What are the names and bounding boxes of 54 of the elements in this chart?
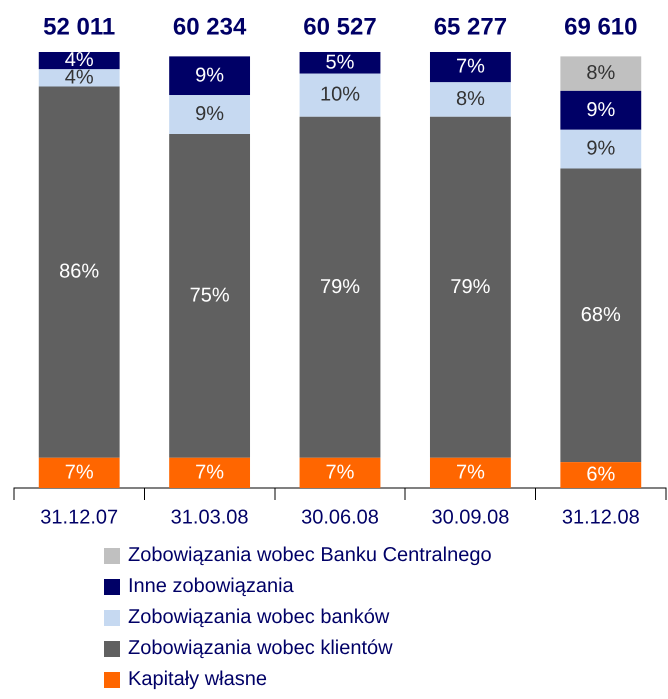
data-label: 7% (456, 461, 486, 484)
bar (300, 116, 380, 458)
legend-label: Kapitały własne (128, 667, 267, 692)
data-label: 9% (586, 138, 616, 160)
data-label: 8% (586, 62, 616, 84)
data-label: 79% (450, 276, 491, 298)
bar (560, 462, 642, 488)
legend-label: Inne zobowiązania (128, 574, 294, 599)
data-label: 10% (320, 84, 360, 106)
bar (430, 116, 511, 458)
bar (169, 458, 250, 488)
data-label: 75% (190, 284, 230, 306)
bar (430, 458, 511, 488)
data-label: 8% (456, 88, 486, 110)
bar (430, 82, 511, 117)
data-label: 5% (326, 51, 355, 74)
data-label: 9% (195, 64, 224, 86)
data-label: 4% (64, 66, 94, 88)
bar (430, 52, 511, 82)
data-label: 9% (195, 103, 224, 126)
bar (300, 52, 380, 74)
data-label: 7% (456, 56, 486, 78)
text: 60 234 (172, 14, 247, 41)
data-label: 7% (195, 461, 224, 484)
bar (560, 130, 642, 169)
x-tick-label: 31.03.08 (170, 506, 249, 529)
legend-label: Zobowiązania wobec klientów (128, 636, 393, 661)
legend-label: Zobowiązania wobec banków (128, 605, 390, 630)
bar (38, 458, 120, 488)
data-label: 9% (586, 98, 616, 121)
data-label: 79% (320, 276, 360, 298)
bar (38, 86, 120, 458)
bar (560, 168, 642, 462)
legend-label: Zobowiązania wobec Banku Centralnego (128, 543, 492, 568)
x-tick-label: 30.09.08 (431, 506, 510, 529)
x-tick-label: 31.12.07 (40, 506, 118, 529)
text: 52 011 (43, 14, 116, 41)
data-label: 86% (59, 260, 100, 283)
bar (169, 56, 250, 96)
bar (560, 56, 642, 91)
bar (300, 458, 380, 488)
x-tick-label: 31.12.08 (562, 506, 640, 529)
data-label: 68% (580, 304, 622, 326)
text: 65 277 (434, 14, 508, 41)
bar (300, 74, 380, 117)
text: 60 527 (303, 14, 377, 41)
bar (169, 134, 250, 458)
data-label: 7% (64, 461, 94, 484)
data-label: 7% (326, 461, 355, 484)
data-label: 6% (586, 464, 616, 486)
text: 69 610 (564, 14, 638, 41)
bar (169, 95, 250, 134)
x-tick-label: 30.06.08 (301, 506, 379, 529)
bar (560, 90, 642, 130)
